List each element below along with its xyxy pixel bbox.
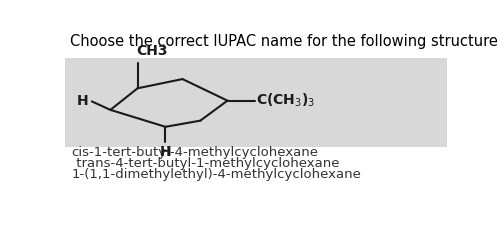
Bar [65, 58, 447, 147]
Text: Choose the correct IUPAC name for the following structure:: Choose the correct IUPAC name for the fo… [70, 34, 499, 49]
Text: C(CH$_3$)$_3$: C(CH$_3$)$_3$ [256, 92, 315, 109]
Text: CH3: CH3 [136, 44, 168, 58]
Text: cis-1-tert-butyl-4-methylcyclohexane: cis-1-tert-butyl-4-methylcyclohexane [72, 147, 319, 159]
Text: H: H [160, 145, 171, 159]
Text: H: H [77, 94, 89, 108]
Text: trans-4-tert-butyl-1-methylcyclohexane: trans-4-tert-butyl-1-methylcyclohexane [72, 157, 339, 170]
Text: 1-(1,1-dimethylethyl)-4-methylcyclohexane: 1-(1,1-dimethylethyl)-4-methylcyclohexan… [72, 168, 362, 181]
